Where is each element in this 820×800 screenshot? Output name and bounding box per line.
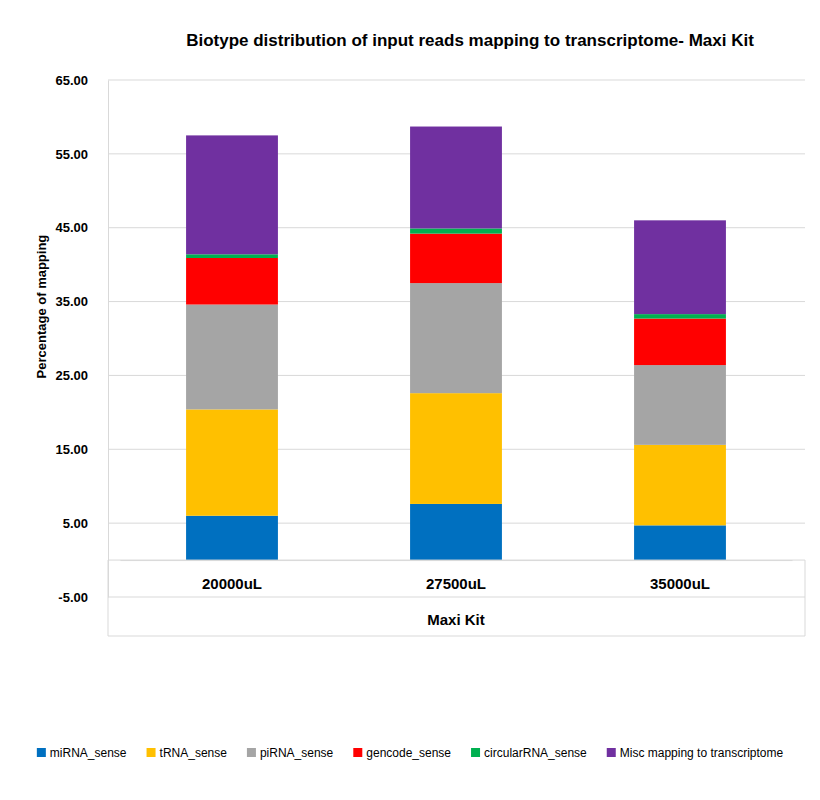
y-tick: 65.00 [55, 73, 108, 88]
y-tick: 55.00 [55, 147, 108, 162]
grid-line [108, 597, 805, 598]
bars [186, 127, 726, 561]
legend-swatch [247, 748, 256, 757]
bar-segment [634, 445, 726, 526]
title: Biotype distribution of input reads mapp… [186, 31, 754, 50]
y-axis: -5.00 5.00 15.00 25.00 35.00 45.00 55.00 65.00 [55, 73, 108, 605]
bar-segment [634, 314, 726, 318]
x-axis-line [121, 560, 793, 561]
bar-segment [634, 220, 726, 314]
grid-line [108, 80, 805, 81]
bar-segment [410, 393, 502, 504]
bar-segment [186, 254, 278, 258]
y-tick: 5.00 [63, 516, 108, 531]
legend: miRNA_sense tRNA_sense piRNA_sense gencode_… [37, 746, 784, 760]
y-tick-label: 25.00 [55, 368, 88, 383]
y-tick: 45.00 [55, 220, 108, 235]
bar-segment [186, 135, 278, 254]
x-tick: 20000uL [202, 560, 262, 592]
chart: -5.00 5.00 15.00 25.00 35.00 45.00 55.00 65.00 2… [0, 0, 820, 800]
y-tick-label: 5.00 [63, 516, 88, 531]
legend-item: miRNA_sense [37, 746, 127, 760]
legend-item: Misc mapping to transcriptome [607, 746, 784, 760]
y-tick-label: 15.00 [55, 442, 88, 457]
category-frame [108, 560, 805, 636]
bar-segment [410, 234, 502, 283]
y-tick: 35.00 [55, 294, 108, 309]
legend-item: gencode_sense [353, 746, 451, 760]
frame-line [805, 560, 806, 636]
y-tick: 25.00 [55, 368, 108, 383]
legend-label: gencode_sense [366, 746, 451, 760]
bar-segment [186, 409, 278, 515]
y-tick-label: 65.00 [55, 73, 88, 88]
y-tick-label: 45.00 [55, 220, 88, 235]
legend-label: circularRNA_sense [484, 746, 587, 760]
bar-segment [410, 127, 502, 229]
legend-label: miRNA_sense [50, 746, 127, 760]
y-tick: 15.00 [55, 442, 108, 457]
legend-item: piRNA_sense [247, 746, 334, 760]
frame-line [108, 560, 109, 636]
legend-label: piRNA_sense [260, 746, 334, 760]
legend-label: Misc mapping to transcriptome [620, 746, 784, 760]
legend-label: tRNA_sense [160, 746, 228, 760]
grid [108, 80, 805, 597]
y-axis-line [108, 81, 109, 598]
bar-segment [410, 504, 502, 560]
bar-segment [634, 365, 726, 445]
legend-swatch [37, 748, 46, 757]
legend-swatch [607, 748, 616, 757]
series [186, 127, 726, 315]
frame-line [108, 636, 805, 637]
legend-swatch [147, 748, 156, 757]
y-tick-label: 55.00 [55, 147, 88, 162]
x-axis-title: Maxi Kit [427, 611, 485, 628]
bar-segment [186, 516, 278, 560]
x-axis: 20000uL 27500uL 35000uL [121, 560, 793, 592]
x-tick: 27500uL [426, 560, 486, 592]
y-tick-label: -5.00 [58, 590, 88, 605]
bar-segment [410, 228, 502, 233]
bar-segment [410, 283, 502, 393]
legend-swatch [471, 748, 480, 757]
frame-line [108, 560, 805, 561]
legend-item: tRNA_sense [147, 746, 228, 760]
bar-segment [634, 319, 726, 366]
bar-segment [634, 525, 726, 560]
x-tick-label: 20000uL [202, 575, 262, 592]
x-tick-label: 35000uL [650, 575, 710, 592]
x-tick-label: 27500uL [426, 575, 486, 592]
legend-item: circularRNA_sense [471, 746, 587, 760]
y-tick-label: 35.00 [55, 294, 88, 309]
bar-segment [186, 258, 278, 305]
bar-segment [186, 305, 278, 410]
legend-swatch [353, 748, 362, 757]
y-tick: -5.00 [58, 590, 108, 605]
x-tick: 35000uL [650, 560, 710, 592]
y-axis-title: Percentage of mapping [34, 235, 49, 379]
